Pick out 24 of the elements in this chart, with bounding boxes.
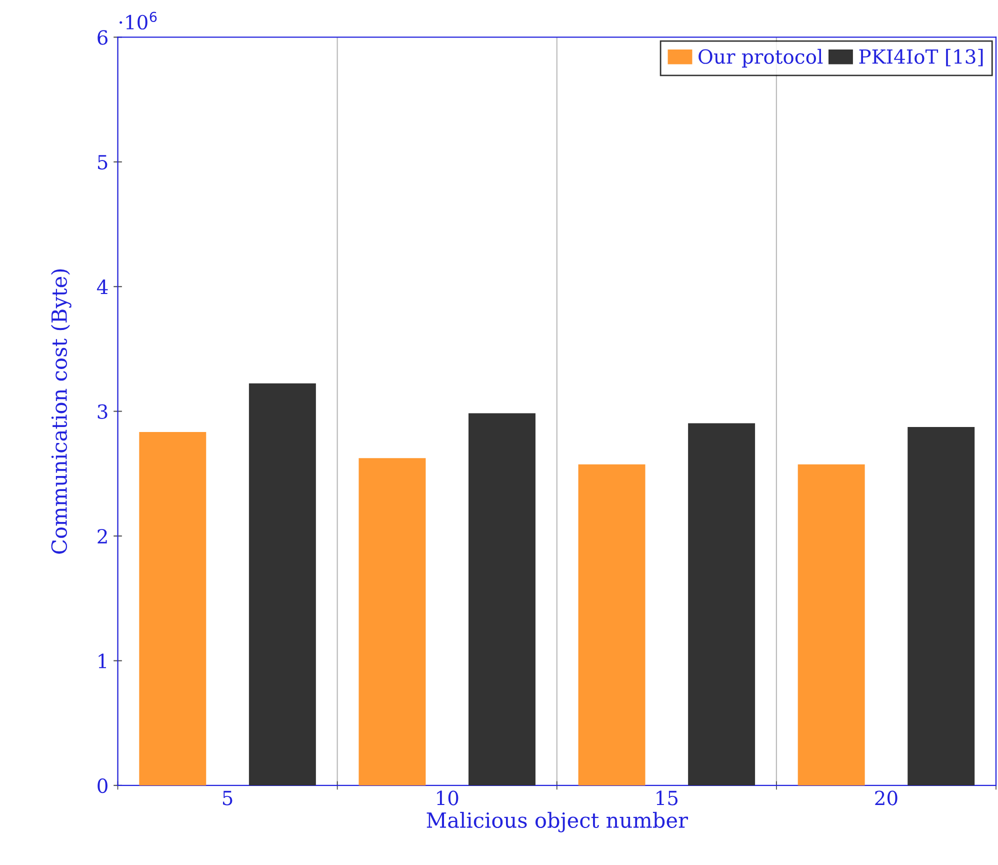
x-tick-label: 5 bbox=[223, 790, 232, 806]
bar bbox=[358, 458, 426, 786]
y-tick-label: 0 bbox=[98, 778, 108, 794]
x-axis-title: Malicious object number bbox=[426, 812, 688, 832]
bar bbox=[688, 423, 756, 786]
bar bbox=[578, 464, 646, 786]
legend-label: Our protocol bbox=[698, 48, 823, 68]
bar bbox=[908, 426, 975, 786]
bar bbox=[139, 432, 206, 786]
y-tick-label: 2 bbox=[98, 528, 107, 544]
bar bbox=[798, 464, 865, 786]
y-axis-title: Communication cost (Byte) bbox=[50, 269, 72, 554]
text: ·10$^{6}$ bbox=[120, 12, 157, 30]
bar bbox=[468, 413, 536, 786]
x-tick-label: 10 bbox=[437, 790, 458, 806]
y-tick-label: 6 bbox=[98, 30, 108, 45]
x-tick-label: 20 bbox=[875, 790, 898, 806]
y-tick-label: 4 bbox=[96, 280, 108, 294]
y-tick-label: 1 bbox=[98, 654, 106, 668]
y-tick-label: 5 bbox=[98, 155, 108, 170]
legend-label: PKI4IoT [13] bbox=[859, 48, 983, 66]
x-tick-label: 15 bbox=[656, 790, 678, 806]
y-tick-label: 3 bbox=[98, 404, 108, 419]
bar bbox=[248, 383, 316, 786]
